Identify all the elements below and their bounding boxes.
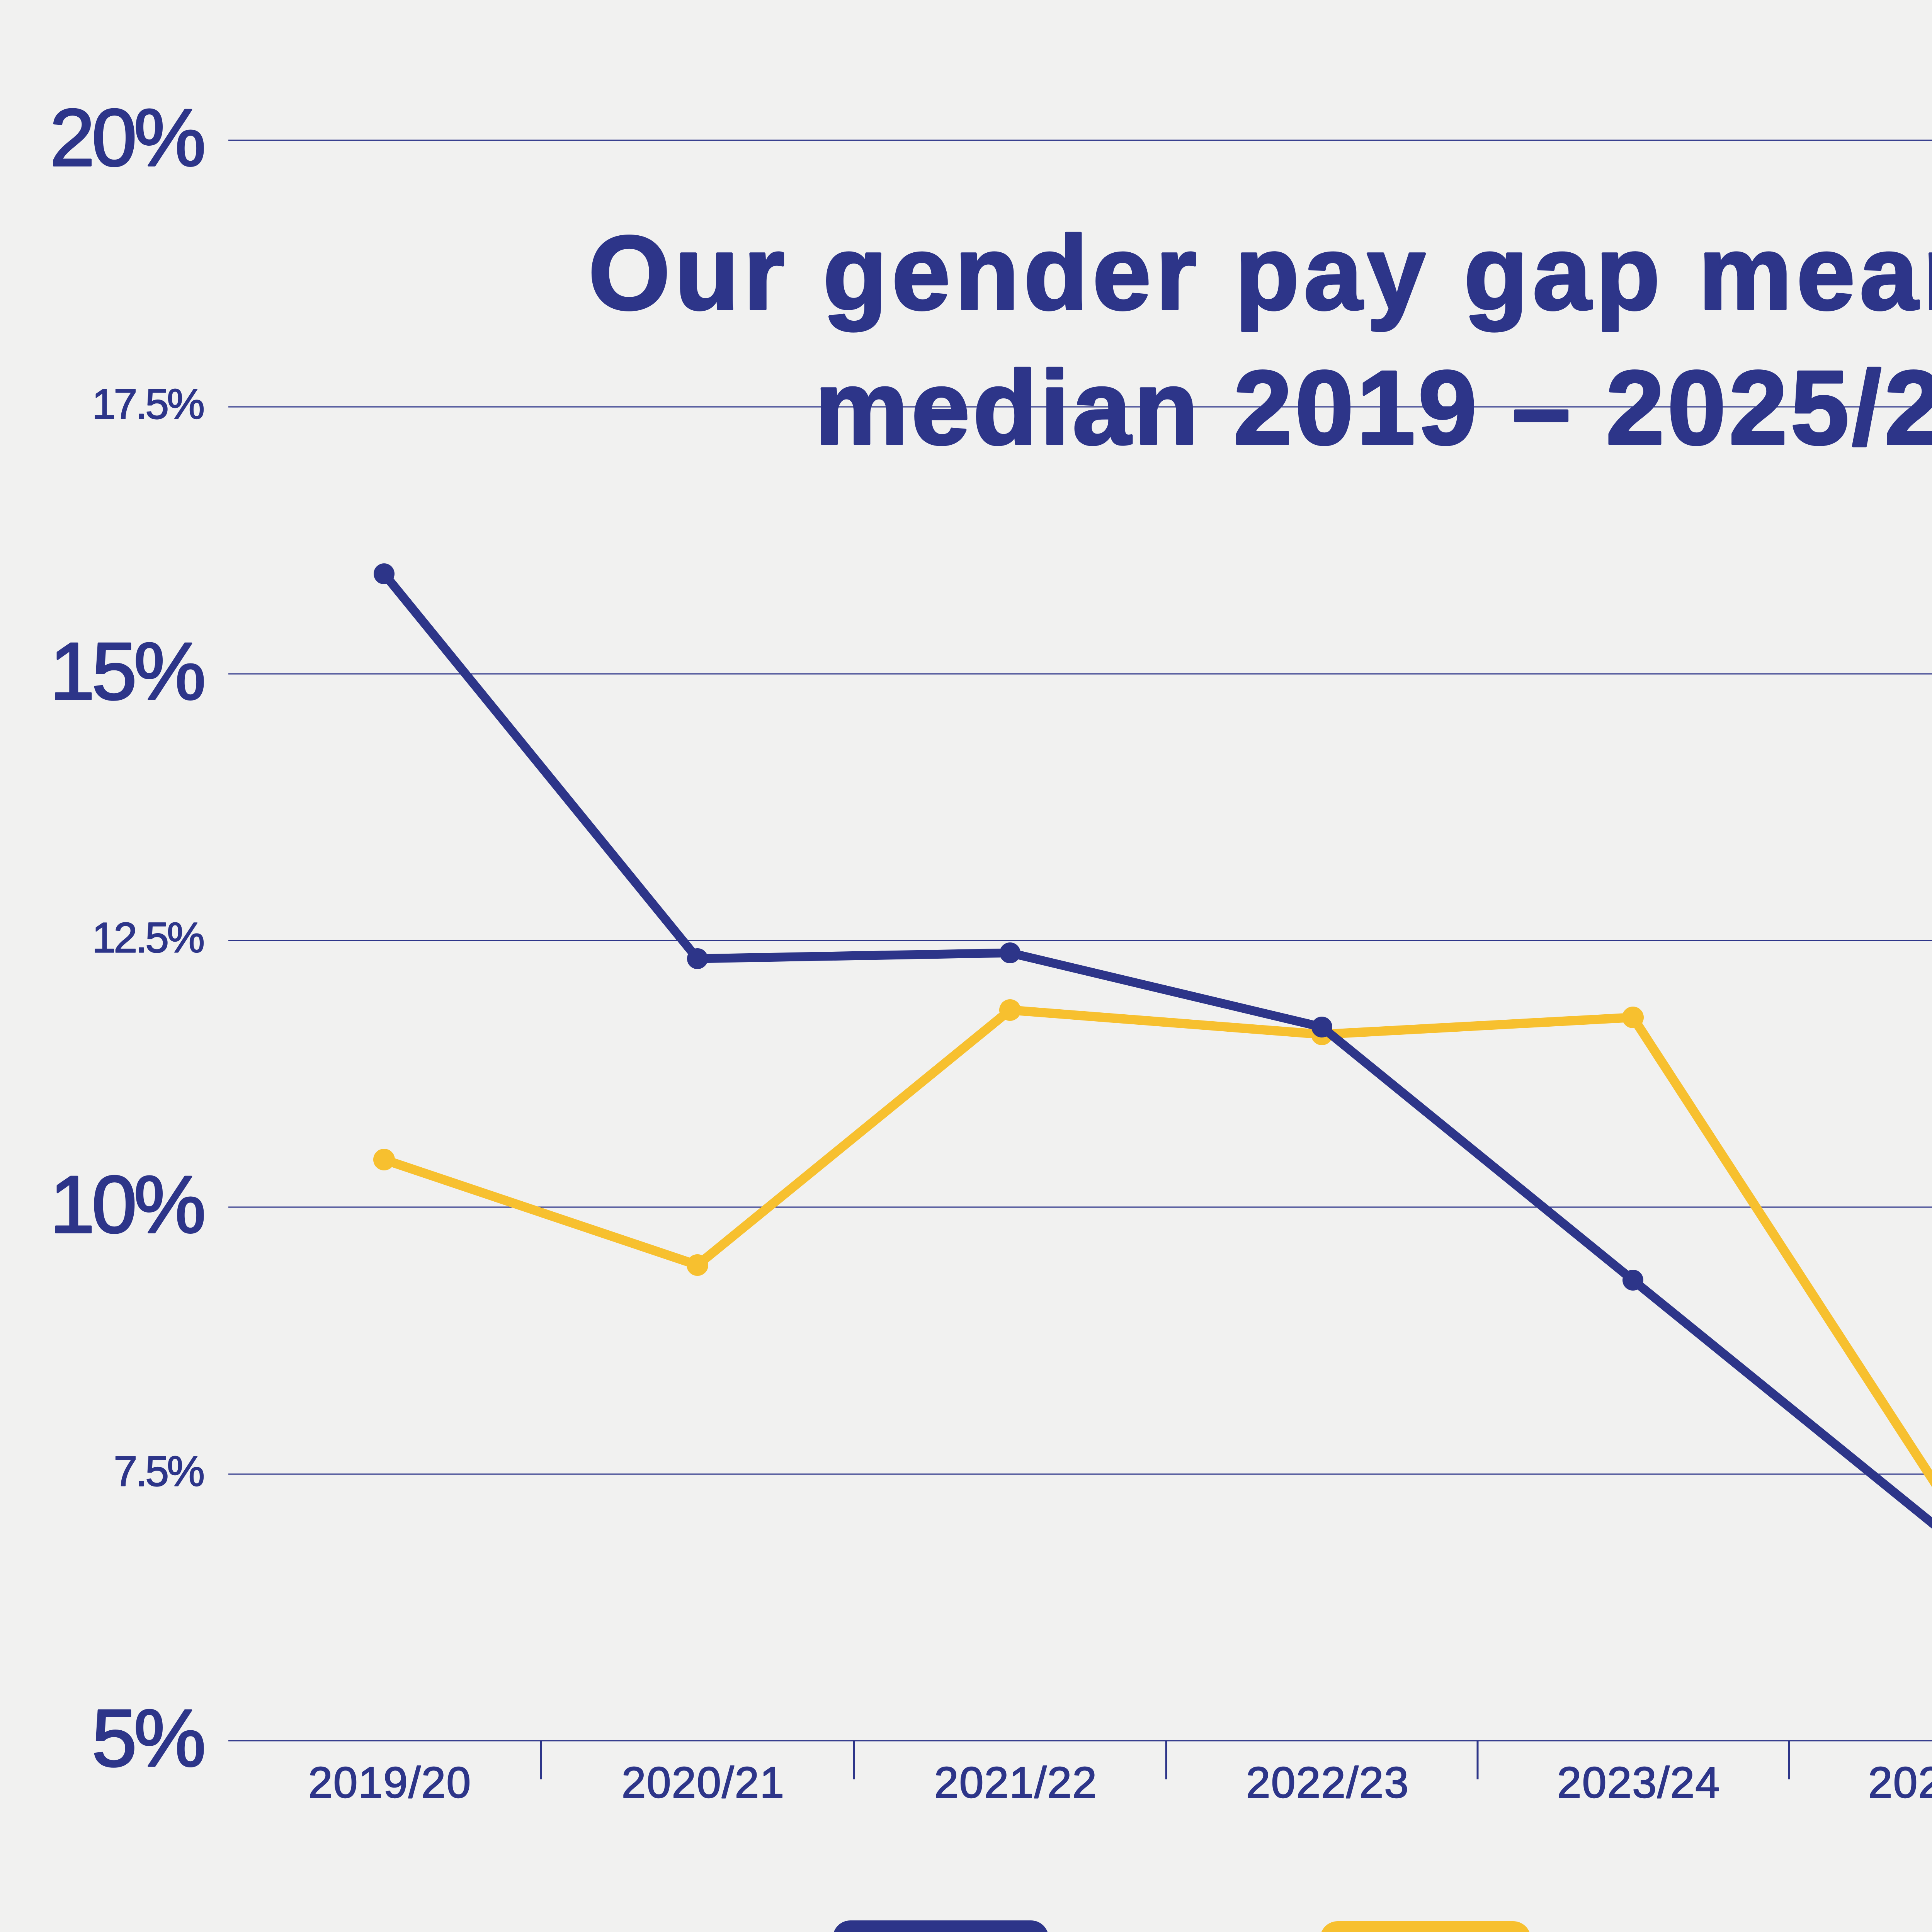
svg-text:10%: 10% (50, 1159, 204, 1250)
svg-text:2021/22: 2021/22 (934, 1758, 1097, 1807)
svg-text:15%: 15% (50, 626, 204, 717)
svg-text:5%: 5% (92, 1693, 203, 1784)
svg-text:7.5%: 7.5% (114, 1448, 203, 1495)
svg-text:17.5%: 17.5% (92, 381, 203, 428)
svg-text:2022/23: 2022/23 (1246, 1758, 1409, 1807)
svg-text:Our gender pay gap mean and: Our gender pay gap mean and (588, 214, 1932, 332)
svg-text:2023/24: 2023/24 (1557, 1758, 1720, 1807)
svg-text:median 2019 – 2025/26: median 2019 – 2025/26 (815, 349, 1932, 466)
svg-text:20%: 20% (50, 92, 204, 183)
svg-text:2020/21: 2020/21 (622, 1758, 785, 1807)
svg-text:12.5%: 12.5% (92, 914, 203, 962)
svg-text:2024/25: 2024/25 (1868, 1758, 1932, 1807)
svg-text:2019/20: 2019/20 (308, 1758, 471, 1807)
